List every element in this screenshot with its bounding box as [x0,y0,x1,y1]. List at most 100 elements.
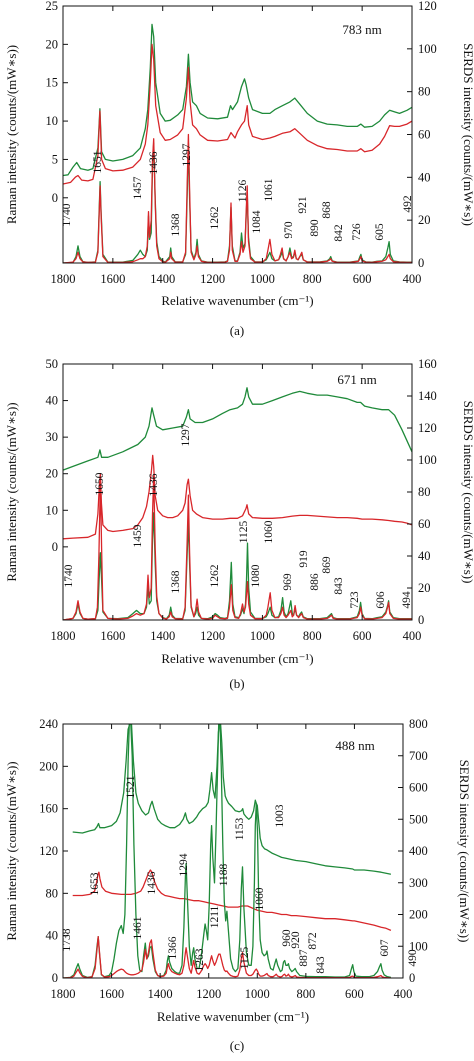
x-axis-label: Relative wavenumber (cm⁻¹) [157,1009,309,1024]
peak-label: 1368 [170,570,182,593]
y-right-tick-label: 500 [409,812,428,826]
y-right-tick-label: 80 [418,485,431,499]
y-left-tick-label: 10 [46,114,59,128]
y-left-tick-label: 0 [52,540,58,554]
y-left-axis-label: Raman intensity (counts/(mW∗s)) [4,402,19,581]
chart-panel-2: 1800 1600 1400 1200 1000 800 600 40001020304050… [4,357,474,691]
peak-label: 1188 [218,863,230,886]
peak-label: 1459 [132,524,144,547]
peak-label: 1263 [194,948,206,971]
x-tick-label: 800 [303,272,322,286]
x-tick-label: 1000 [250,272,275,286]
peak-label: 1436 [146,871,158,894]
y-right-tick-label: 700 [409,749,428,763]
laser-wavelength-label: 488 nm [335,738,374,753]
peak-label: 1368 [170,213,182,236]
peak-label: 1125 [239,946,251,969]
series-group [63,23,412,263]
peak-label: 1061 [263,178,275,201]
y-left-tick-label: 40 [46,929,59,943]
peak-label: 1126 [237,179,249,202]
y-left-tick-label: 25 [46,0,59,13]
y-right-tick-label: 40 [418,170,431,184]
peak-label: 607 [379,939,391,957]
x-tick-label: 1600 [100,629,125,643]
peak-label: 606 [375,591,387,609]
y-right-tick-label: 300 [409,876,428,890]
y-left-tick-label: 40 [46,394,59,408]
y-right-tick-label: 200 [409,908,428,922]
peak-label: 1297 [180,423,192,446]
peak-label: 843 [315,956,327,974]
y-right-tick-label: 20 [418,581,431,595]
peak-label: 887 [298,949,310,967]
peak-label: 869 [321,556,333,574]
y-left-tick-label: 0 [52,971,58,985]
y-right-tick-label: 120 [418,0,437,13]
peak-label: 1740 [63,564,75,587]
peak-label: 726 [351,223,363,241]
chart-panel-3: 1800 1600 1400 1200 1000 800 600 40004080120160… [4,717,472,1053]
y-left-tick-label: 30 [46,430,59,444]
peak-label: 490 [407,949,419,967]
series-line-serds-red [63,133,412,263]
x-tick-label: 1200 [200,629,225,643]
x-tick-label: 1800 [51,272,76,286]
y-right-tick-label: 140 [418,389,437,403]
x-tick-label: 1600 [99,987,124,1001]
peak-label: 1211 [209,905,221,928]
y-right-tick-label: 100 [409,939,428,953]
peak-label: 1738 [61,928,73,951]
y-right-tick-label: 40 [418,549,431,563]
y-right-tick-label: 80 [418,85,431,99]
y-left-tick-label: 240 [39,717,58,731]
series-line-raman-green [72,724,392,875]
peak-label: 1262 [209,206,221,229]
y-right-axis-label: SERDS intensity (counts/(mW∗s)) [457,760,472,943]
chart-panel-1: 1800 1600 1400 1200 1000 800 600 400 0 5 10 15 20 25 0… [4,0,474,338]
y-left-tick-label: 120 [39,844,58,858]
peak-label: 1521 [125,775,137,798]
y-right-tick-label: 0 [418,256,424,270]
peak-label: 1436 [148,473,160,496]
series-line-raman-green [63,23,412,177]
y-right-tick-label: 0 [409,971,415,985]
y-left-tick-label: 200 [39,759,58,773]
peak-label: 494 [401,591,413,609]
peak-label: 868 [321,201,333,219]
y-left-axis-label: Raman intensity (counts/(mW∗s)) [4,45,19,224]
series-line-serds-red [63,936,391,978]
y-right-tick-label: 0 [418,613,424,627]
peak-label: 919 [298,550,310,568]
panel-caption: (a) [230,323,244,338]
y-left-tick-label: 50 [46,357,59,371]
x-tick-label: 800 [296,987,315,1001]
peak-label: 970 [283,221,295,239]
peak-label: 1650 [94,472,106,495]
peak-label: 1436 [148,151,160,174]
peak-label: 1366 [167,936,179,959]
plot-frame [62,723,404,979]
y-right-tick-label: 60 [418,517,431,531]
y-left-tick-label: 80 [46,886,59,900]
x-tick-label: 1400 [148,987,173,1001]
peak-label: 492 [402,195,414,213]
peak-label: 1153 [234,817,246,840]
peak-label: 1080 [250,564,262,587]
y-right-tick-label: 100 [418,42,437,56]
x-tick-label: 1200 [196,987,221,1001]
laser-wavelength-label: 671 nm [337,372,376,387]
peak-label: 723 [349,591,361,609]
peak-label: 605 [374,223,386,241]
peak-label: 1297 [181,143,193,166]
peak-label: 843 [333,577,345,595]
y-left-tick-label: 5 [52,152,58,166]
y-left-axis-label: Raman intensity (counts/(mW∗s)) [4,761,19,940]
series-line-raman-red [63,454,412,540]
y-left-tick-label: 15 [46,76,59,90]
peak-label: 969 [282,573,294,591]
y-left-tick-label: 20 [46,467,59,481]
peak-label: 920 [290,931,302,949]
y-right-tick-label: 100 [418,453,437,467]
peak-label: 1003 [274,804,286,827]
